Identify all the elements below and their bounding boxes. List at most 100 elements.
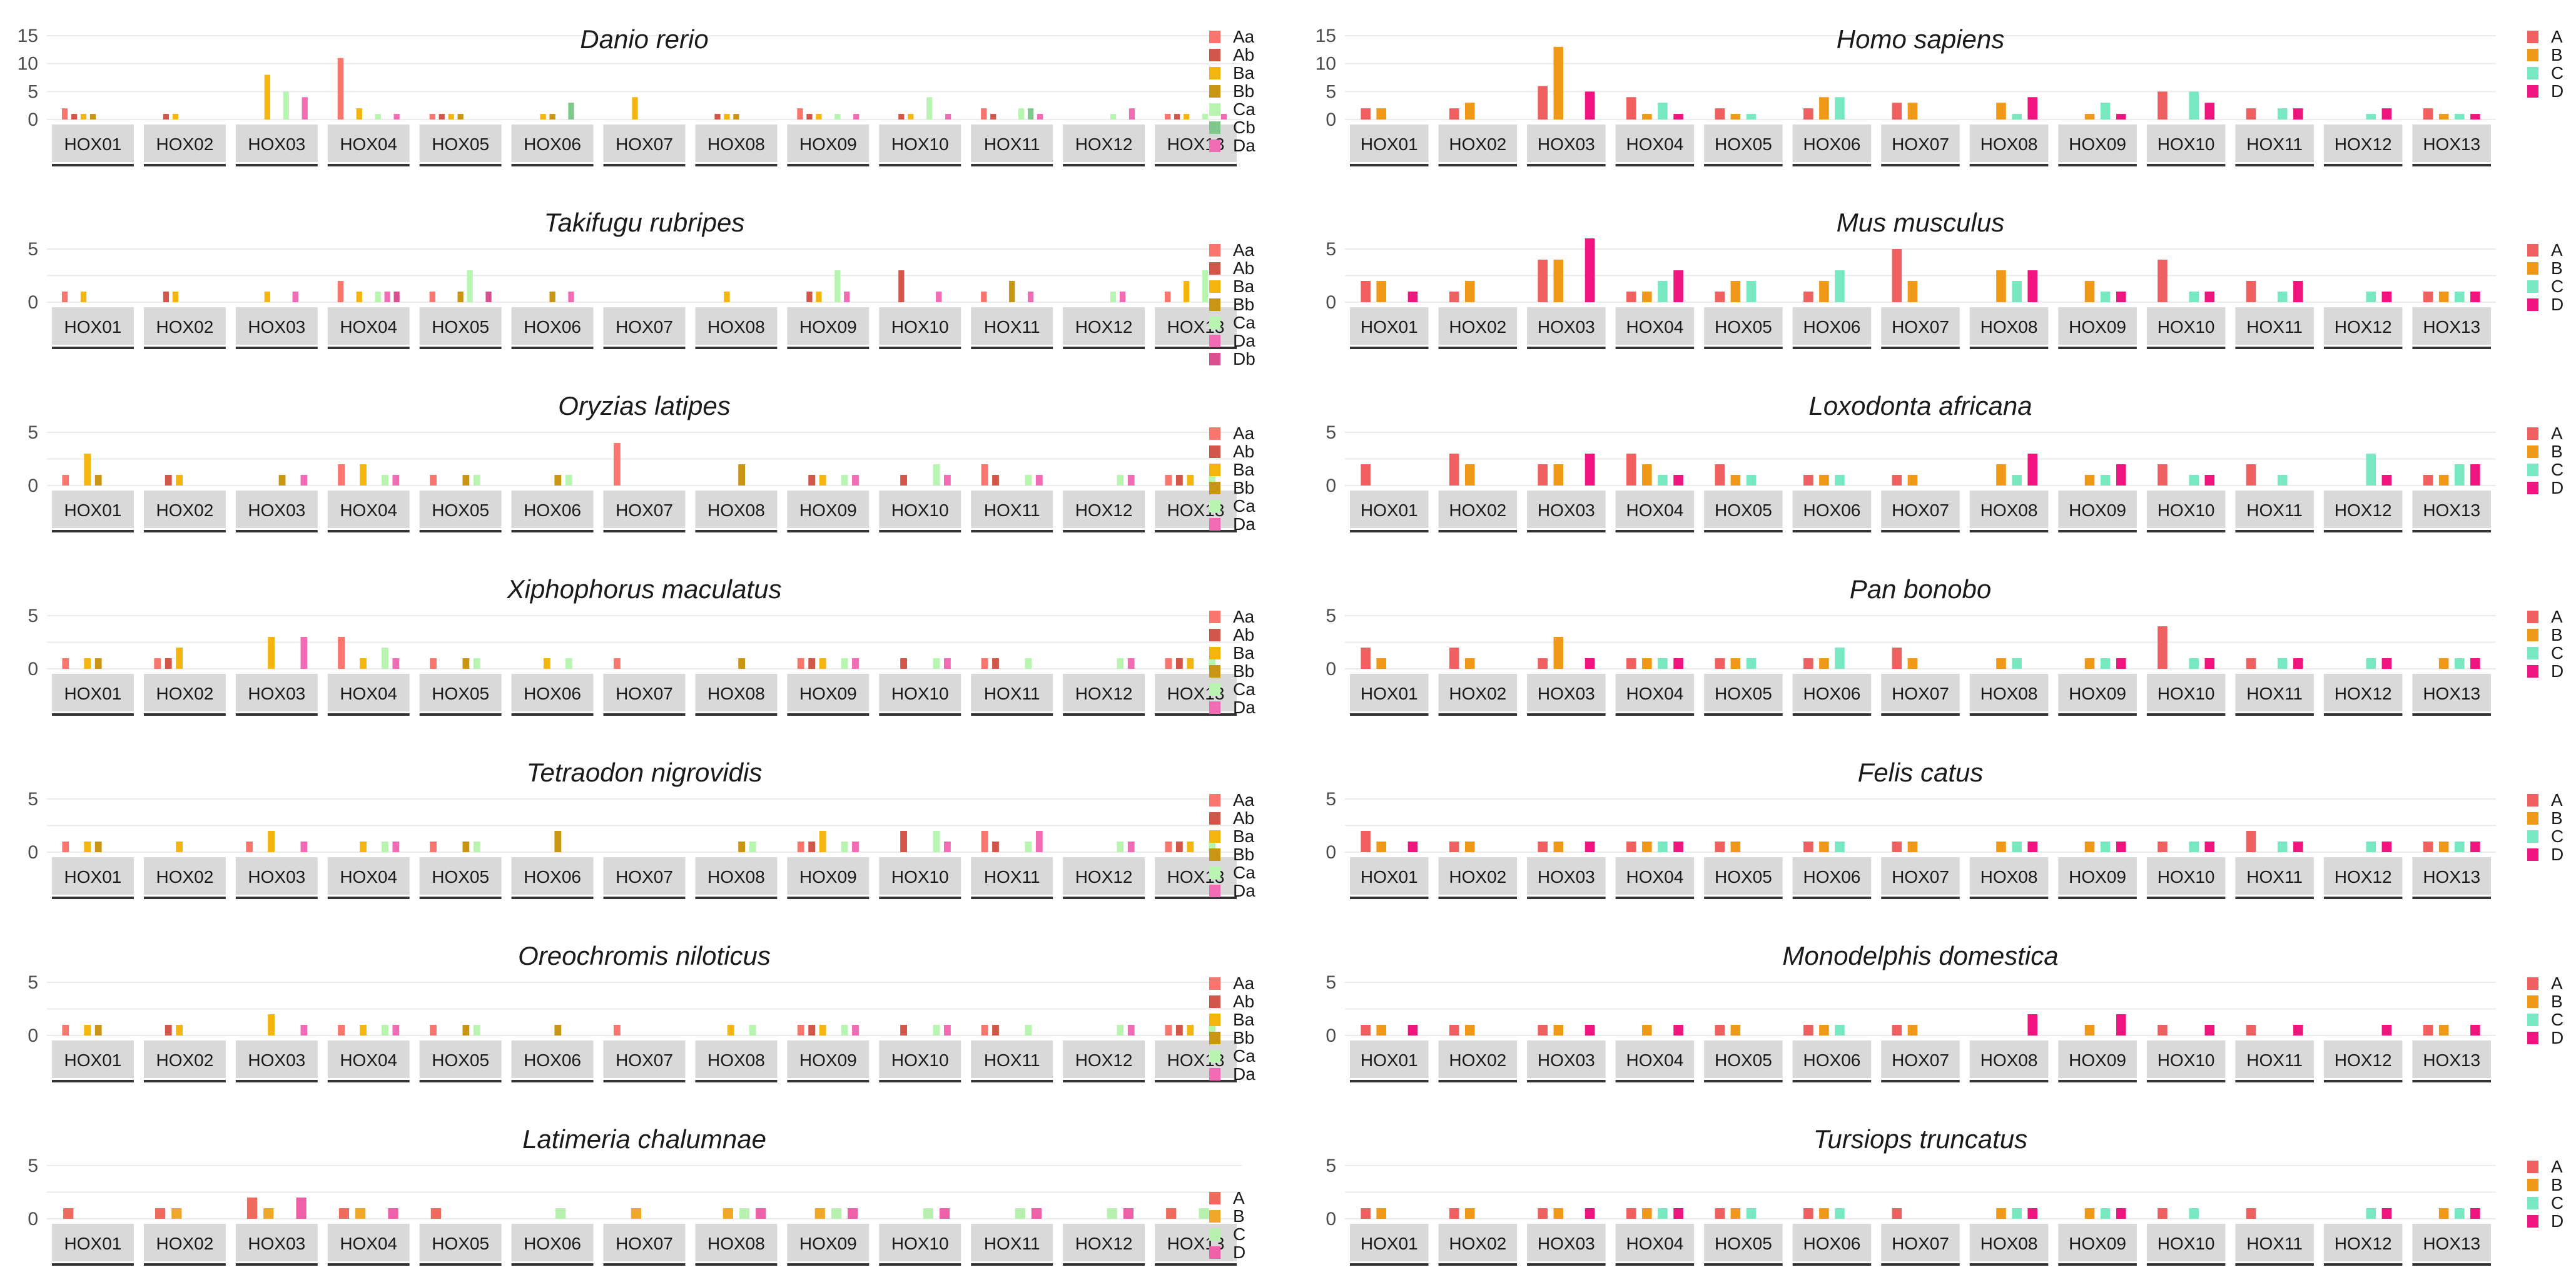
strip-background [2146, 1224, 2226, 1261]
bar [2455, 292, 2465, 302]
bar [568, 103, 574, 120]
facet-label: HOX02 [1449, 317, 1506, 337]
facet-label: HOX01 [1361, 501, 1418, 520]
strip-background [1063, 1224, 1145, 1261]
legend-swatch [1209, 867, 1220, 879]
bar [2012, 658, 2022, 669]
facet-label: HOX03 [1538, 684, 1595, 703]
facet-label: HOX07 [616, 684, 673, 703]
bar [2027, 270, 2037, 302]
legend-label: A [1233, 1188, 1245, 1208]
bar [945, 114, 951, 120]
facet-label: HOX11 [2246, 501, 2303, 520]
bar [2381, 108, 2392, 120]
bar [1117, 842, 1124, 852]
bar [1907, 842, 1918, 852]
facet-label: HOX11 [984, 684, 1040, 703]
bar [1165, 842, 1172, 852]
bar [2012, 475, 2022, 486]
strip-background [1527, 1224, 1606, 1261]
strip-background [695, 674, 778, 711]
facet-label: HOX12 [2335, 135, 2392, 154]
bar [1819, 1208, 1829, 1219]
strip-background [235, 1040, 318, 1078]
bar [2423, 475, 2433, 486]
bar [338, 464, 345, 486]
bar [733, 114, 739, 120]
bar [430, 1025, 437, 1035]
bar [2084, 281, 2095, 302]
bar [338, 1025, 345, 1035]
bar [61, 292, 68, 302]
panel-title: Xiphophorus maculatus [507, 574, 782, 604]
legend-swatch [1209, 445, 1220, 458]
facet-label: HOX03 [248, 317, 305, 337]
bar [2366, 1208, 2376, 1219]
bar [2277, 842, 2288, 852]
bar [2189, 1208, 2199, 1219]
bar [1361, 831, 1371, 852]
bar [473, 842, 480, 852]
facet-panel: 0 5 Latimeria chalumnae HOX01 HOX02 HOX03 HOX0… [28, 1124, 1245, 1266]
bar [2158, 464, 2168, 486]
facet-label: HOX12 [2335, 684, 2392, 703]
bar [302, 97, 308, 120]
strip-background [787, 857, 870, 895]
strip-background [419, 674, 502, 711]
legend-label: Bb [1233, 1028, 1254, 1047]
strip-background [695, 491, 778, 528]
bar [176, 1025, 183, 1035]
bar [80, 292, 87, 302]
strip-background [787, 307, 870, 345]
facet-label: HOX09 [2069, 135, 2126, 154]
bar [2470, 114, 2480, 120]
bar [808, 842, 816, 852]
bar [1746, 281, 1757, 302]
bar [1585, 1025, 1595, 1035]
bar [632, 97, 638, 120]
strip-background [1438, 1224, 1518, 1261]
legend-swatch [1209, 812, 1220, 825]
bar [393, 114, 400, 120]
bar [155, 1208, 166, 1219]
bar [1892, 1208, 1902, 1219]
bar [2158, 626, 2168, 669]
facet-panel: 0 5 10 15 Homo sapiens HOX01 HOX02 HOX03 HOX04 HO… [1316, 24, 2563, 166]
bar [1175, 1025, 1183, 1035]
bar [1835, 842, 1845, 852]
strip-background [1350, 307, 1429, 345]
bar [2084, 114, 2095, 120]
bar [1803, 842, 1813, 852]
facet-panel: 0 5 Pan bonobo HOX01 HOX02 HOX03 HOX04 HOX05 HOX… [1326, 574, 2563, 716]
facet-label: HOX07 [1892, 1234, 1949, 1253]
facet-label: HOX09 [2069, 501, 2126, 520]
bar [264, 74, 270, 120]
legend-swatch [2527, 262, 2538, 275]
facet-label: HOX06 [1803, 135, 1861, 154]
legend-swatch [2527, 445, 2538, 458]
legend-label: A [2551, 240, 2563, 260]
bar [1819, 475, 1829, 486]
strip-background [2235, 1040, 2314, 1078]
bar [300, 475, 308, 486]
strip-background [971, 125, 1053, 162]
bar [462, 842, 470, 852]
facet-label: HOX08 [1980, 1051, 2038, 1070]
bar [933, 831, 940, 852]
legend-swatch [1209, 121, 1220, 134]
strip-background [1704, 307, 1783, 345]
facet-label: HOX08 [1980, 317, 2038, 337]
facet-panel: 0 5 Mus musculus HOX01 HOX02 HOX03 HOX04 HOX05 H… [1326, 208, 2563, 349]
bar [2100, 103, 2111, 120]
y-tick-label: 10 [18, 54, 38, 74]
facet-label: HOX10 [891, 317, 949, 337]
strip-background [235, 491, 318, 528]
strip-background [971, 491, 1053, 528]
bar [808, 1025, 816, 1035]
strip-background [2235, 307, 2314, 345]
facet-label: HOX05 [1715, 867, 1772, 887]
legend-swatch [2527, 665, 2538, 678]
strip-background [1704, 857, 1783, 895]
strip-background [235, 307, 318, 345]
